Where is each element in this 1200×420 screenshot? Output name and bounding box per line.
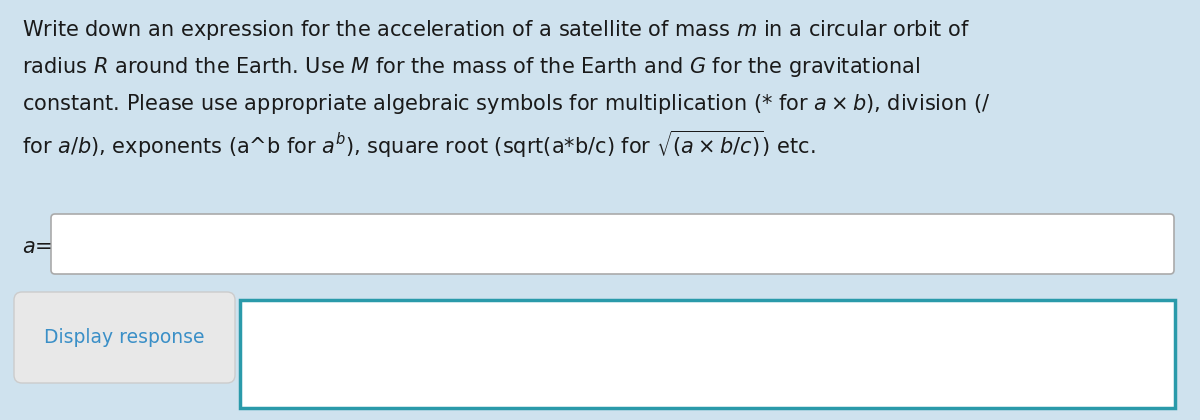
Text: for $a/b$), exponents (a^b for $a^b$), square root (sqrt(a*b/c) for $\sqrt{(a \t: for $a/b$), exponents (a^b for $a^b$), s… — [22, 129, 816, 160]
Text: Display response: Display response — [44, 328, 205, 347]
Text: $a$=: $a$= — [22, 237, 52, 257]
FancyBboxPatch shape — [50, 214, 1174, 274]
Text: Write down an expression for the acceleration of a satellite of mass $m$ in a ci: Write down an expression for the acceler… — [22, 18, 971, 42]
FancyBboxPatch shape — [14, 292, 235, 383]
Text: radius $R$ around the Earth. Use $M$ for the mass of the Earth and $G$ for the g: radius $R$ around the Earth. Use $M$ for… — [22, 55, 920, 79]
Text: constant. Please use appropriate algebraic symbols for multiplication (* for $a : constant. Please use appropriate algebra… — [22, 92, 990, 116]
Bar — [240, 300, 1175, 408]
